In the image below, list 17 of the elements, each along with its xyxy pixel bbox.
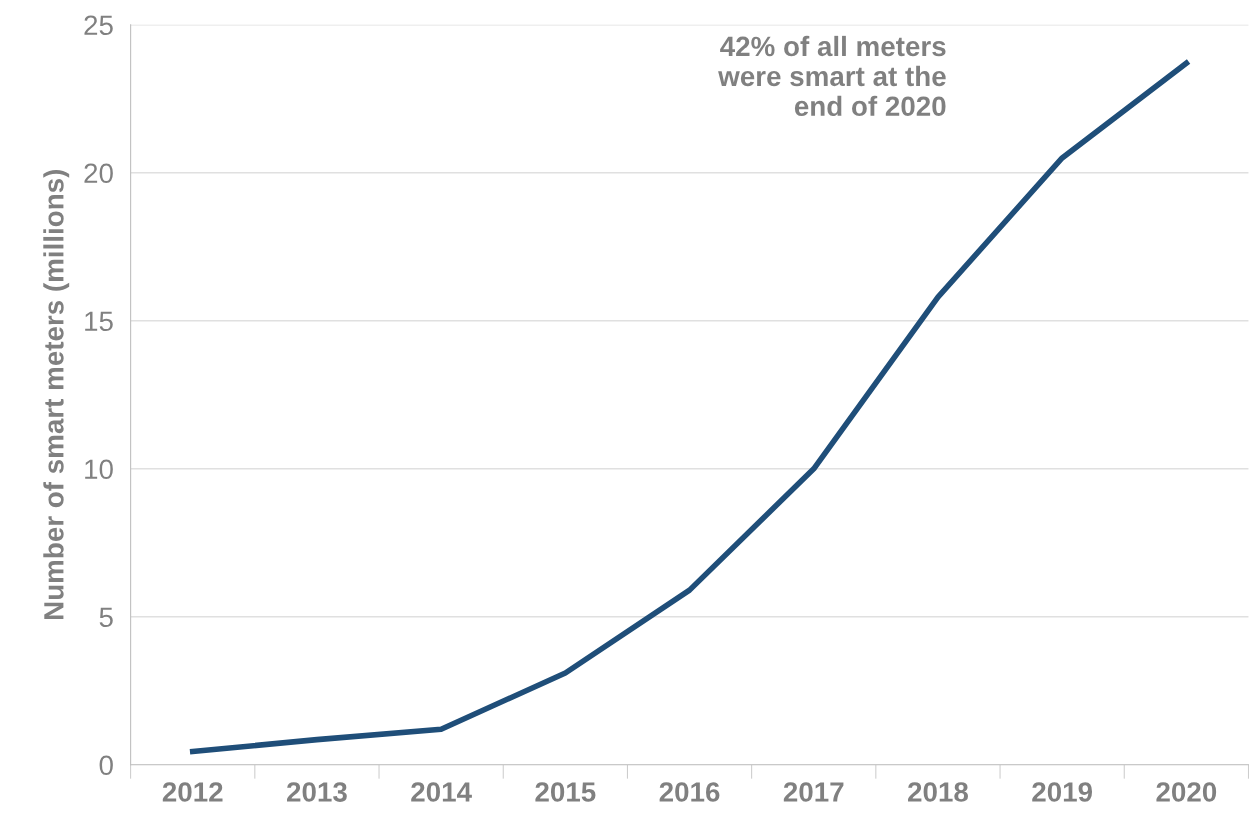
annotation: 42% of all meters were smart at the end of 2020: [718, 35, 946, 117]
x-tick-label: 2013: [287, 782, 347, 802]
x-tick-label: 2018: [908, 782, 968, 802]
x-tick-label: 2016: [659, 782, 720, 802]
x-tick-label: 2012: [162, 782, 223, 802]
y-tick-label: 5: [99, 607, 113, 628]
y-tick-label: 15: [85, 311, 113, 332]
y-tick-label: 25: [84, 15, 113, 36]
x-tick-label: 2014: [411, 782, 472, 802]
x-tick-label: 2019: [1032, 782, 1093, 802]
x-tick-label: 2020: [1156, 782, 1217, 802]
x-tick-label: 2015: [535, 782, 596, 802]
y-tick-label: 20: [84, 163, 113, 184]
y-axis-title: Number of smart meters (millions): [43, 170, 70, 620]
y-tick-label: 10: [85, 459, 113, 480]
y-tick-label: 0: [99, 755, 113, 776]
x-tick-label: 2017: [783, 782, 844, 802]
